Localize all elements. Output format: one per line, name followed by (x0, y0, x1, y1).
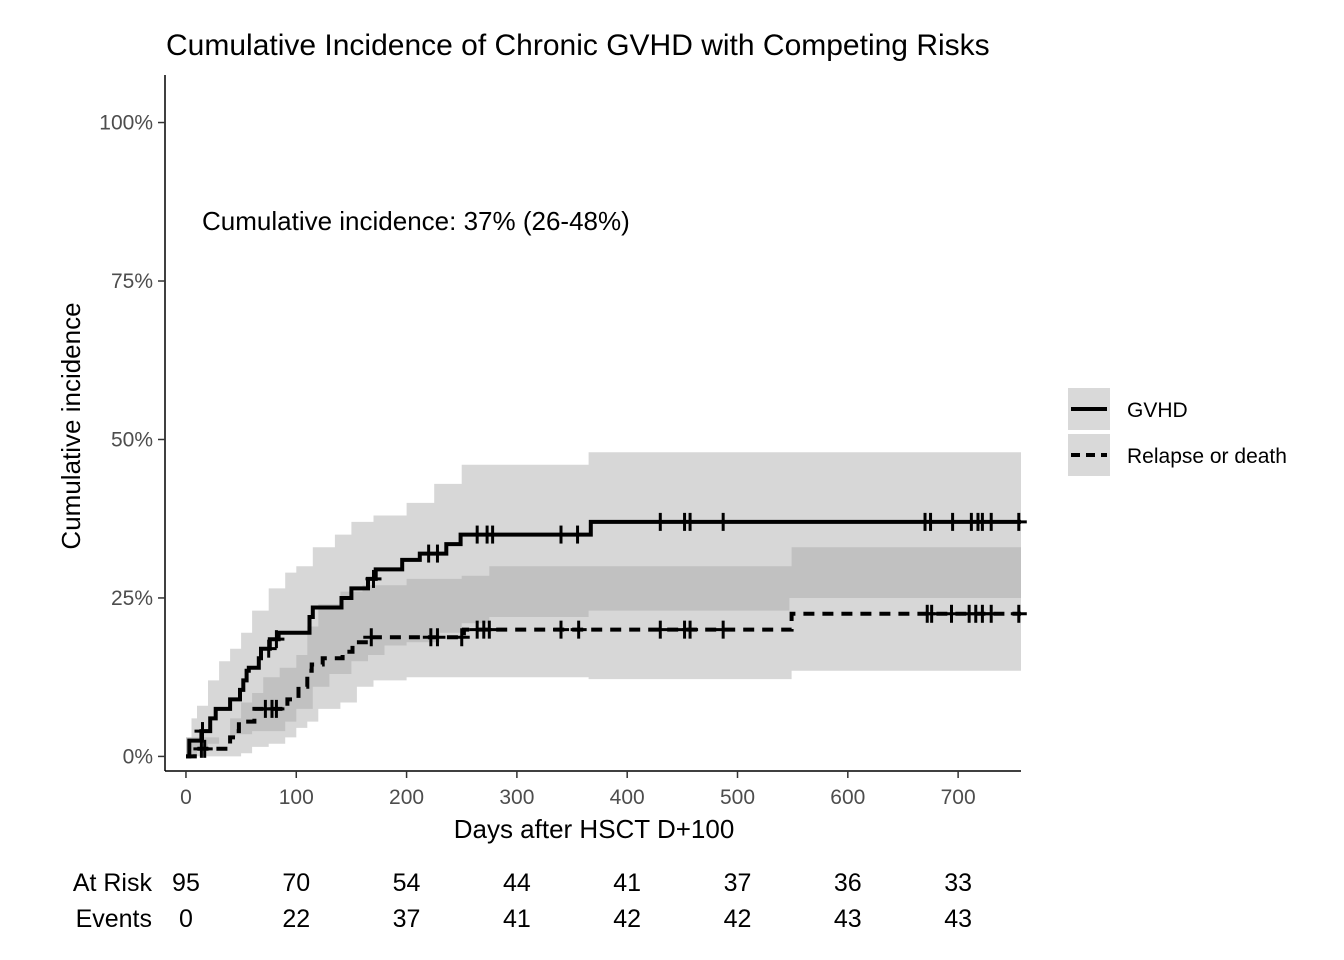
events-value: 42 (724, 905, 752, 933)
confidence-bands (186, 452, 1021, 757)
events-value: 41 (503, 905, 531, 933)
at-risk-value: 33 (944, 869, 972, 897)
y-axis-ticks: 0% 25% 50% 75% 100% (99, 112, 165, 768)
at-risk-value: 44 (503, 869, 531, 897)
censor-mark (652, 620, 669, 639)
events-value: 43 (944, 905, 972, 933)
series-line-0 (186, 519, 1021, 759)
censor-mark (365, 569, 382, 588)
events-value: 22 (282, 905, 310, 933)
censor-mark (453, 628, 470, 647)
y-axis-title: Cumulative incidence (56, 302, 86, 549)
censor-mark (923, 604, 940, 623)
legend-item-0: GVHD (1068, 388, 1188, 430)
censor-mark (922, 512, 939, 531)
censor-mark (260, 639, 277, 658)
censor-mark (715, 620, 732, 639)
x-tick-label: 100 (279, 786, 314, 809)
x-axis-title: Days after HSCT D+100 (454, 814, 735, 844)
incidence-curves (186, 519, 1021, 759)
x-axis-ticks: 0 100 200 300 400 500 600 700 (180, 771, 976, 809)
legend-label: GVHD (1127, 399, 1188, 422)
events-value: 43 (834, 905, 862, 933)
censor-mark (983, 512, 1000, 531)
censor-mark (196, 739, 213, 758)
at-risk-value: 70 (282, 869, 310, 897)
censor-mark (943, 604, 960, 623)
annotation-text: Cumulative incidence: 37% (26-48%) (202, 206, 630, 236)
censor-mark (268, 630, 285, 649)
x-tick-label: 500 (720, 786, 755, 809)
censor-mark (1010, 512, 1027, 531)
at-risk-value: 95 (172, 869, 200, 897)
x-tick-label: 700 (941, 786, 976, 809)
censor-mark (484, 525, 501, 544)
at-risk-value: 37 (724, 869, 752, 897)
y-tick-label: 75% (111, 270, 153, 293)
censor-mark (569, 525, 586, 544)
events-value: 37 (393, 905, 421, 933)
censor-mark (944, 512, 961, 531)
censor-mark (553, 525, 570, 544)
censor-mark (715, 512, 732, 531)
x-tick-label: 200 (389, 786, 424, 809)
censor-mark (429, 628, 446, 647)
ci-band-1 (186, 547, 1021, 757)
x-tick-label: 300 (499, 786, 534, 809)
y-tick-label: 100% (99, 112, 153, 135)
censor-mark (363, 628, 380, 647)
series-line-1 (186, 611, 1021, 759)
x-tick-label: 0 (180, 786, 192, 809)
at-risk-label: At Risk (73, 869, 153, 897)
events-value: 42 (613, 905, 641, 933)
events-value: 0 (179, 905, 193, 933)
y-tick-label: 0% (123, 745, 153, 768)
censor-mark (1010, 604, 1027, 623)
y-tick-label: 25% (111, 587, 153, 610)
legend-item-1: Relapse or death (1068, 434, 1287, 476)
events-label: Events (76, 905, 152, 933)
censor-marks (193, 512, 1027, 758)
censor-mark (268, 699, 285, 718)
x-tick-label: 600 (830, 786, 865, 809)
censor-mark (194, 722, 211, 741)
legend-label: Relapse or death (1127, 445, 1287, 468)
at-risk-value: 41 (613, 869, 641, 897)
censor-mark (570, 620, 587, 639)
censor-mark (429, 544, 446, 563)
y-tick-label: 50% (111, 428, 153, 451)
at-risk-value: 36 (834, 869, 862, 897)
censor-mark (481, 620, 498, 639)
risk-table: At Risk Events 95 0 70 22 54 37 44 41 41 42 37 42 36… (73, 869, 972, 933)
legend: GVHD Relapse or death (1068, 388, 1287, 476)
censor-mark (682, 512, 699, 531)
at-risk-value: 54 (393, 869, 421, 897)
censor-mark (652, 512, 669, 531)
censor-mark (682, 620, 699, 639)
chart-title: Cumulative Incidence of Chronic GVHD wit… (166, 29, 990, 62)
x-tick-label: 400 (610, 786, 645, 809)
axes (164, 75, 1021, 772)
censor-mark (553, 620, 570, 639)
ci-band-0 (186, 452, 1021, 757)
censor-mark (983, 604, 1000, 623)
